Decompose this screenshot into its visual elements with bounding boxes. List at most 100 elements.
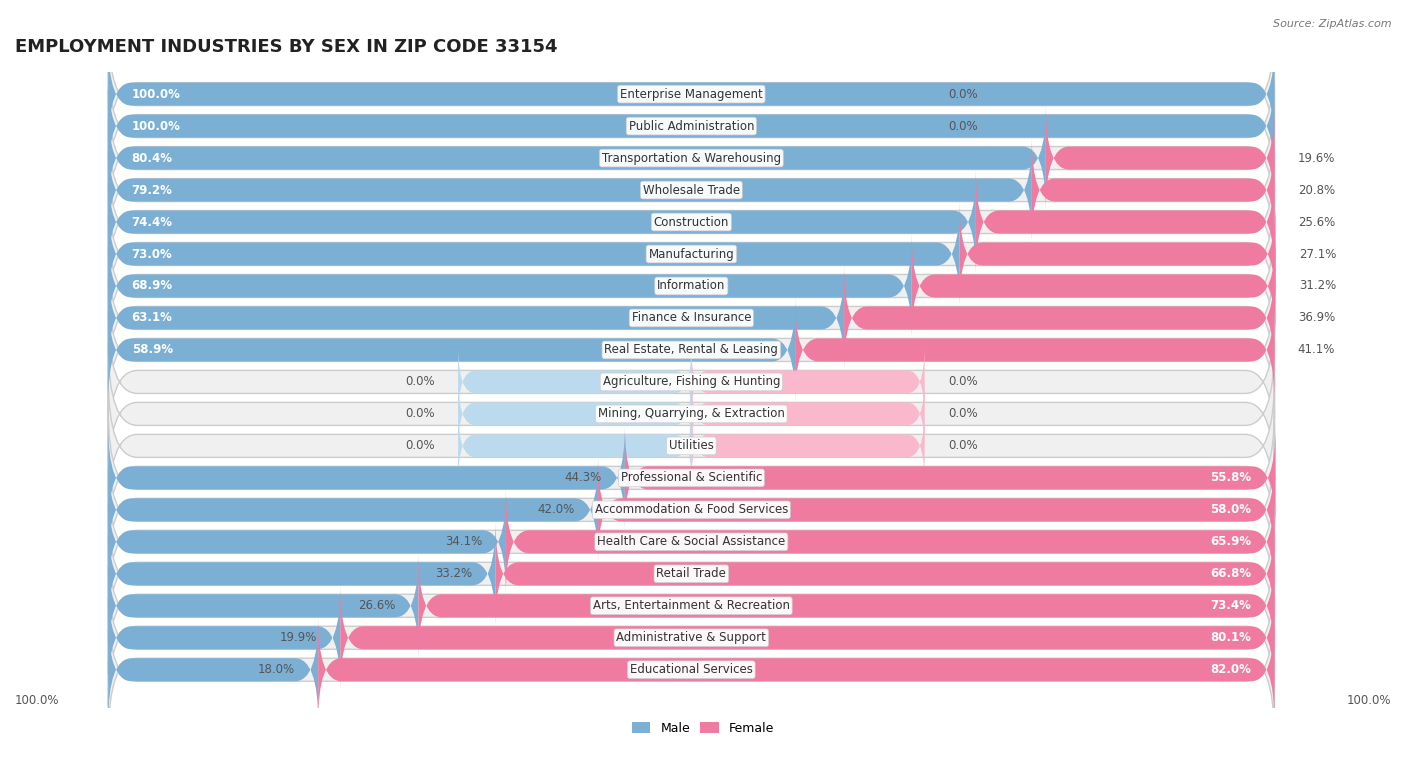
FancyBboxPatch shape <box>108 521 495 626</box>
FancyBboxPatch shape <box>598 457 1274 563</box>
Text: 0.0%: 0.0% <box>948 376 977 389</box>
Text: Construction: Construction <box>654 216 730 228</box>
FancyBboxPatch shape <box>108 473 1274 610</box>
Text: 79.2%: 79.2% <box>132 184 173 196</box>
FancyBboxPatch shape <box>108 585 340 690</box>
Text: Arts, Entertainment & Recreation: Arts, Entertainment & Recreation <box>593 599 790 612</box>
Text: 0.0%: 0.0% <box>948 88 977 101</box>
Legend: Male, Female: Male, Female <box>627 717 779 740</box>
FancyBboxPatch shape <box>458 410 692 483</box>
Text: 36.9%: 36.9% <box>1298 311 1334 324</box>
Text: 100.0%: 100.0% <box>1347 694 1391 707</box>
FancyBboxPatch shape <box>108 297 796 403</box>
Text: 63.1%: 63.1% <box>132 311 173 324</box>
FancyBboxPatch shape <box>108 425 624 530</box>
FancyBboxPatch shape <box>108 377 1274 514</box>
FancyBboxPatch shape <box>108 74 1274 178</box>
FancyBboxPatch shape <box>108 42 1274 147</box>
FancyBboxPatch shape <box>1032 137 1274 242</box>
Text: 18.0%: 18.0% <box>257 663 295 676</box>
Text: Educational Services: Educational Services <box>630 663 752 676</box>
FancyBboxPatch shape <box>108 410 1274 546</box>
Text: Health Care & Social Assistance: Health Care & Social Assistance <box>598 535 786 549</box>
Text: 0.0%: 0.0% <box>948 407 977 421</box>
Text: 25.6%: 25.6% <box>1298 216 1334 228</box>
FancyBboxPatch shape <box>108 250 1274 386</box>
FancyBboxPatch shape <box>495 521 1274 626</box>
Text: 80.4%: 80.4% <box>132 151 173 165</box>
FancyBboxPatch shape <box>624 425 1275 530</box>
Text: 27.1%: 27.1% <box>1299 248 1336 261</box>
Text: 19.6%: 19.6% <box>1298 151 1336 165</box>
Text: 20.8%: 20.8% <box>1298 184 1334 196</box>
Text: Finance & Insurance: Finance & Insurance <box>631 311 751 324</box>
Text: Accommodation & Food Services: Accommodation & Food Services <box>595 504 787 516</box>
Text: Wholesale Trade: Wholesale Trade <box>643 184 740 196</box>
FancyBboxPatch shape <box>692 410 925 483</box>
FancyBboxPatch shape <box>108 505 1274 643</box>
Text: Transportation & Warehousing: Transportation & Warehousing <box>602 151 780 165</box>
Text: 19.9%: 19.9% <box>280 631 316 644</box>
Text: 58.0%: 58.0% <box>1211 504 1251 516</box>
Text: 34.1%: 34.1% <box>446 535 482 549</box>
Text: 0.0%: 0.0% <box>948 439 977 452</box>
Text: 33.2%: 33.2% <box>434 567 472 580</box>
FancyBboxPatch shape <box>108 282 1274 418</box>
Text: Source: ZipAtlas.com: Source: ZipAtlas.com <box>1274 19 1392 29</box>
Text: 73.4%: 73.4% <box>1211 599 1251 612</box>
Text: Enterprise Management: Enterprise Management <box>620 88 762 101</box>
Text: 44.3%: 44.3% <box>564 471 602 484</box>
Text: 74.4%: 74.4% <box>132 216 173 228</box>
Text: 41.1%: 41.1% <box>1298 344 1336 356</box>
FancyBboxPatch shape <box>796 297 1274 403</box>
Text: 82.0%: 82.0% <box>1211 663 1251 676</box>
FancyBboxPatch shape <box>911 234 1275 338</box>
Text: Agriculture, Fishing & Hunting: Agriculture, Fishing & Hunting <box>603 376 780 389</box>
FancyBboxPatch shape <box>108 553 419 658</box>
Text: 0.0%: 0.0% <box>405 376 434 389</box>
Text: 80.1%: 80.1% <box>1211 631 1251 644</box>
Text: 100.0%: 100.0% <box>132 88 180 101</box>
Text: 100.0%: 100.0% <box>15 694 59 707</box>
FancyBboxPatch shape <box>318 617 1274 722</box>
Text: Administrative & Support: Administrative & Support <box>616 631 766 644</box>
FancyBboxPatch shape <box>108 122 1274 258</box>
FancyBboxPatch shape <box>108 234 911 338</box>
FancyBboxPatch shape <box>108 617 318 722</box>
FancyBboxPatch shape <box>108 490 506 594</box>
FancyBboxPatch shape <box>108 265 844 370</box>
FancyBboxPatch shape <box>108 106 1046 210</box>
FancyBboxPatch shape <box>108 442 1274 578</box>
Text: EMPLOYMENT INDUSTRIES BY SEX IN ZIP CODE 33154: EMPLOYMENT INDUSTRIES BY SEX IN ZIP CODE… <box>15 38 558 57</box>
Text: Real Estate, Rental & Leasing: Real Estate, Rental & Leasing <box>605 344 779 356</box>
FancyBboxPatch shape <box>108 314 1274 450</box>
FancyBboxPatch shape <box>692 377 925 450</box>
Text: 0.0%: 0.0% <box>405 439 434 452</box>
Text: Public Administration: Public Administration <box>628 120 754 133</box>
FancyBboxPatch shape <box>1046 106 1274 210</box>
FancyBboxPatch shape <box>340 585 1274 690</box>
Text: 0.0%: 0.0% <box>948 120 977 133</box>
Text: Mining, Quarrying, & Extraction: Mining, Quarrying, & Extraction <box>598 407 785 421</box>
Text: Professional & Scientific: Professional & Scientific <box>620 471 762 484</box>
FancyBboxPatch shape <box>108 57 1274 195</box>
Text: Utilities: Utilities <box>669 439 714 452</box>
FancyBboxPatch shape <box>458 377 692 450</box>
Text: 66.8%: 66.8% <box>1211 567 1251 580</box>
FancyBboxPatch shape <box>419 553 1274 658</box>
FancyBboxPatch shape <box>108 170 976 275</box>
Text: 31.2%: 31.2% <box>1299 279 1336 293</box>
FancyBboxPatch shape <box>844 265 1274 370</box>
FancyBboxPatch shape <box>976 170 1274 275</box>
Text: 42.0%: 42.0% <box>537 504 575 516</box>
FancyBboxPatch shape <box>692 345 925 418</box>
Text: 26.6%: 26.6% <box>357 599 395 612</box>
FancyBboxPatch shape <box>108 137 1032 242</box>
Text: Information: Information <box>657 279 725 293</box>
Text: 68.9%: 68.9% <box>132 279 173 293</box>
FancyBboxPatch shape <box>108 185 1274 323</box>
Text: 0.0%: 0.0% <box>405 407 434 421</box>
FancyBboxPatch shape <box>108 457 598 563</box>
Text: Retail Trade: Retail Trade <box>657 567 727 580</box>
FancyBboxPatch shape <box>108 345 1274 483</box>
